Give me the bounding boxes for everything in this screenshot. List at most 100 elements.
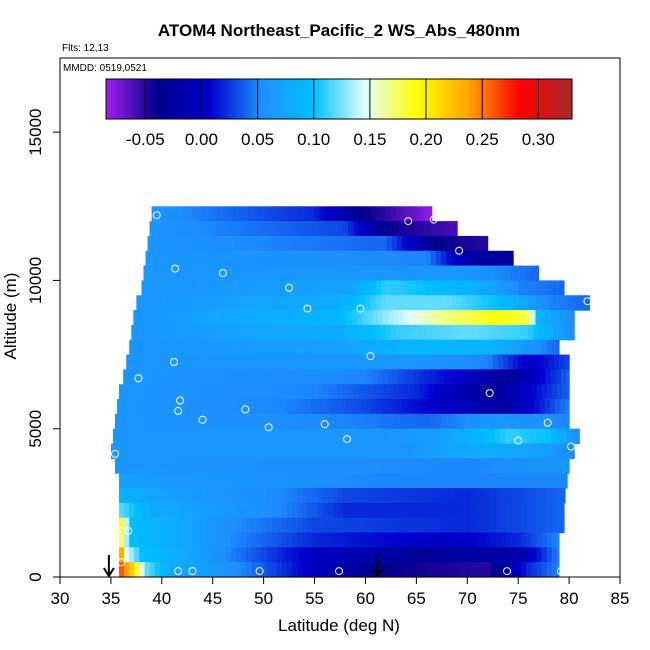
heatmap-cell — [516, 517, 522, 534]
heatmap-cell — [222, 295, 229, 311]
sample-point — [320, 420, 329, 429]
heatmap-cell — [340, 280, 346, 296]
heatmap-cell — [337, 517, 344, 534]
heatmap-cell — [313, 458, 320, 474]
heatmap-cell — [194, 265, 201, 282]
heatmap-cell — [343, 532, 349, 548]
heatmap-cell — [200, 339, 207, 356]
heatmap-cell — [263, 443, 270, 459]
heatmap-cell — [119, 532, 125, 548]
heatmap-cell — [485, 502, 492, 519]
heatmap-cell — [245, 310, 251, 326]
heatmap-cell — [465, 547, 471, 563]
heatmap-cell — [533, 295, 540, 311]
heatmap-cell — [370, 324, 377, 341]
heatmap-cell — [543, 354, 550, 370]
heatmap-cell — [293, 413, 299, 430]
heatmap-cell — [439, 517, 446, 534]
heatmap-cell — [166, 324, 173, 341]
heatmap-cell — [230, 310, 236, 326]
heatmap-cell — [423, 310, 430, 326]
heatmap-cell — [465, 532, 471, 548]
heatmap-cell — [508, 324, 514, 341]
heatmap-cell — [236, 547, 242, 563]
heatmap-cell — [550, 310, 557, 326]
heatmap-cell — [307, 532, 314, 548]
heatmap-cell — [215, 339, 222, 356]
heatmap-cell — [185, 502, 191, 519]
heatmap-cell — [129, 562, 135, 578]
heatmap-cell — [119, 547, 125, 563]
heatmap-cell — [253, 295, 260, 311]
heatmap-cell — [297, 562, 303, 578]
heatmap-cell — [237, 458, 243, 474]
heatmap-cell — [511, 502, 517, 519]
heatmap-cell — [479, 428, 486, 445]
heatmap-cell — [531, 562, 538, 578]
latitude-arrow — [103, 555, 115, 578]
heatmap-cell — [409, 517, 415, 534]
sample-point — [218, 269, 227, 277]
heatmap-cell — [220, 488, 227, 504]
heatmap-band — [117, 399, 570, 415]
heatmap-cell — [422, 235, 429, 252]
heatmap-cell — [372, 369, 379, 385]
heatmap-cell — [233, 324, 239, 341]
heatmap-cell — [281, 221, 288, 237]
heatmap-cell — [545, 369, 552, 385]
heatmap-cell — [536, 488, 543, 504]
heatmap-cell — [430, 413, 437, 430]
heatmap-cell — [141, 324, 148, 341]
sample-point — [188, 567, 197, 576]
heatmap-cell — [211, 413, 218, 430]
sample-point — [335, 567, 343, 576]
heatmap-cell — [304, 443, 311, 459]
heatmap-cell — [359, 413, 366, 430]
heatmap-cell — [543, 324, 550, 341]
heatmap-cell — [517, 458, 523, 474]
heatmap-cell — [153, 428, 160, 445]
colorbar-tick-label: 0.00 — [185, 130, 218, 149]
heatmap-cell — [337, 547, 344, 563]
heatmap-cell — [518, 443, 524, 459]
heatmap-cell — [119, 473, 125, 489]
heatmap-cell — [556, 473, 563, 489]
heatmap-cell — [276, 517, 283, 534]
heatmap-cell — [485, 517, 492, 534]
sample-point — [404, 217, 413, 226]
heatmap-cell — [390, 280, 397, 296]
heatmap-cell — [222, 280, 229, 296]
heatmap-cell — [212, 443, 219, 459]
heatmap-cell — [399, 339, 405, 356]
heatmap-cell — [136, 354, 143, 370]
heatmap-cell — [243, 206, 249, 222]
heatmap-cell — [231, 502, 237, 519]
heatmap-cell — [419, 562, 426, 578]
heatmap-cell — [251, 473, 258, 489]
heatmap-cell — [477, 295, 484, 311]
heatmap-cell — [172, 354, 178, 370]
heatmap-cell — [237, 250, 243, 267]
heatmap-cell — [393, 532, 400, 548]
heatmap-cell — [531, 547, 538, 563]
heatmap-cell — [329, 354, 336, 370]
heatmap-cell — [473, 399, 480, 415]
heatmap-cell — [396, 443, 402, 459]
heatmap-cell — [281, 384, 288, 400]
heatmap-cell — [383, 384, 390, 400]
heatmap-cell — [266, 339, 273, 356]
heatmap-cell — [307, 473, 314, 489]
heatmap-cell — [231, 339, 237, 356]
y-tick-label: 5000 — [26, 410, 45, 448]
heatmap-cell — [420, 458, 427, 474]
heatmap-cell — [526, 488, 533, 504]
heatmap-cell — [230, 428, 236, 445]
heatmap-cell — [158, 265, 165, 282]
heatmap-cell — [358, 562, 365, 578]
heatmap-cell — [492, 324, 499, 341]
heatmap-band — [141, 280, 565, 296]
heatmap-cell — [297, 547, 303, 563]
heatmap-cell — [550, 428, 557, 445]
heatmap-cell — [513, 443, 519, 459]
heatmap-cell — [390, 354, 397, 370]
